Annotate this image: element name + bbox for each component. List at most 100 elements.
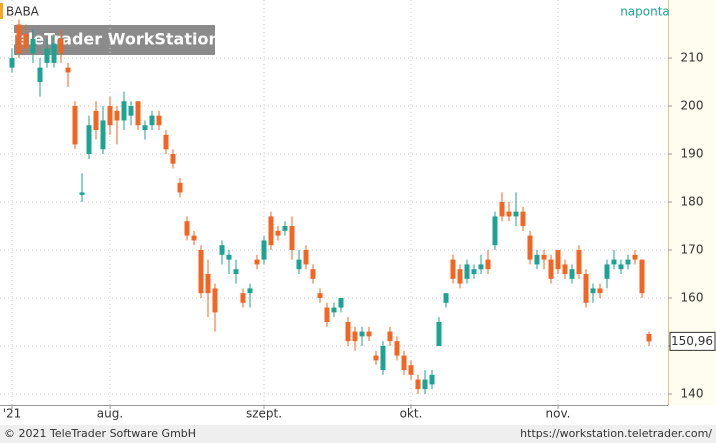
- candle-body: [198, 250, 204, 294]
- candle-body: [401, 355, 407, 370]
- candle-body: [58, 38, 64, 54]
- candle-body: [373, 355, 379, 361]
- candle-body: [191, 235, 197, 241]
- candle-body: [289, 226, 295, 251]
- y-tick-label: 200: [681, 99, 704, 113]
- candle-body: [394, 341, 400, 356]
- x-tick-label: '21: [3, 407, 22, 421]
- candle-body: [93, 110, 99, 131]
- candle-body: [345, 321, 351, 342]
- footer-bar: [0, 425, 716, 443]
- candle-body: [142, 125, 148, 131]
- candle-body: [590, 288, 596, 294]
- candle-body: [429, 374, 435, 385]
- candle-body: [583, 273, 589, 303]
- candle-body: [23, 34, 29, 49]
- candle-body: [219, 245, 225, 255]
- candle-body: [499, 202, 505, 217]
- candle-body: [79, 192, 85, 195]
- symbol-marker: [0, 3, 3, 19]
- x-tick-label: aug.: [97, 407, 123, 421]
- candle-body: [485, 259, 491, 270]
- candle-body: [520, 211, 526, 227]
- candle-body: [170, 154, 176, 164]
- candle-body: [555, 250, 561, 270]
- candle-body: [548, 259, 554, 279]
- candle-body: [625, 259, 631, 265]
- candle-body: [100, 120, 106, 150]
- candle-body: [226, 254, 232, 260]
- candle-body: [338, 297, 344, 308]
- candle-body: [16, 24, 22, 54]
- candle-body: [618, 264, 624, 270]
- candle-body: [268, 216, 274, 246]
- symbol: BABA: [6, 5, 40, 19]
- candle-body: [163, 134, 169, 150]
- candle-body: [156, 115, 162, 126]
- candle-body: [296, 259, 302, 270]
- y-tick-label: 180: [681, 195, 704, 209]
- candle-body: [457, 269, 463, 284]
- candle-body: [611, 259, 617, 265]
- candle-body: [310, 269, 316, 279]
- candle-body: [576, 250, 582, 274]
- candle-body: [366, 331, 372, 337]
- candle-body: [149, 115, 155, 126]
- candle-body: [646, 333, 652, 342]
- candle-body: [331, 307, 337, 313]
- candle-body: [121, 101, 127, 121]
- watermark: TeleTrader WorkStation: [8, 30, 220, 49]
- candle-body: [9, 58, 15, 68]
- candle-body: [86, 125, 92, 155]
- candle-body: [541, 254, 547, 260]
- candle-body: [212, 288, 218, 313]
- candle-body: [303, 250, 309, 265]
- last-price-box: [669, 331, 716, 351]
- y-tick-label: 170: [681, 243, 704, 257]
- candle-body: [422, 379, 428, 390]
- candle-body: [492, 216, 498, 246]
- candle-body: [37, 67, 43, 83]
- y-tick-label: 190: [681, 147, 704, 161]
- source-url: https://workstation.teletrader.com/: [520, 427, 712, 440]
- candle-body: [51, 43, 57, 63]
- candle-body: [72, 106, 78, 145]
- candle-body: [30, 38, 36, 54]
- candle-body: [527, 235, 533, 260]
- candle-body: [107, 106, 113, 126]
- copyright: © 2021 TeleTrader Software GmbH: [4, 427, 196, 440]
- candle-body: [352, 331, 358, 342]
- candle-body: [184, 221, 190, 236]
- candle-body: [506, 211, 512, 217]
- interval: naponta: [620, 5, 670, 19]
- candle-body: [569, 269, 575, 279]
- candle-body: [380, 345, 386, 370]
- candle-body: [597, 288, 603, 294]
- candle-body: [282, 226, 288, 231]
- candle-body: [240, 293, 246, 303]
- y-tick-label: 140: [681, 386, 704, 400]
- candle-body: [478, 264, 484, 270]
- candle-body: [464, 264, 470, 279]
- candle-body: [639, 259, 645, 294]
- candle-body: [233, 269, 239, 274]
- candle-body: [247, 288, 253, 294]
- candle-body: [387, 331, 393, 342]
- candle-body: [443, 293, 449, 303]
- candle-body: [254, 259, 260, 265]
- candle-body: [275, 230, 281, 236]
- y-tick-label: 160: [681, 290, 704, 304]
- candle-body: [261, 240, 267, 260]
- candle-body: [534, 254, 540, 265]
- x-tick-label: nov.: [546, 407, 571, 421]
- candle-body: [436, 321, 442, 346]
- candle-body: [128, 106, 134, 116]
- candle-body: [65, 67, 71, 73]
- y-tick-label: 210: [681, 51, 704, 65]
- candle-body: [562, 264, 568, 274]
- candle-body: [177, 182, 183, 193]
- candle-body: [114, 110, 120, 121]
- candle-body: [513, 211, 519, 217]
